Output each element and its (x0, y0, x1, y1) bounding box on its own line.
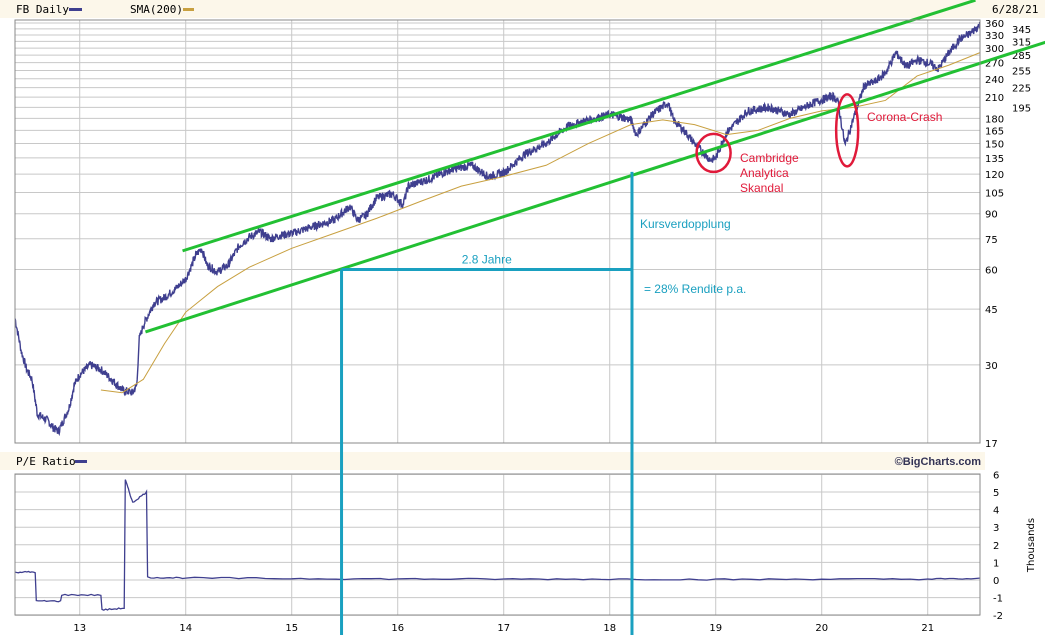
channel-upper-trendline (182, 0, 976, 253)
x-tick-label: 15 (285, 623, 298, 634)
price-tick-label: 315 (1012, 37, 1031, 48)
sma-line (100, 52, 980, 394)
pe-grid: 6 5 4 3 2 1 0 -1 -2 (15, 470, 1003, 622)
pe-label: P/E Ratio (16, 455, 76, 468)
duration-label: 2.8 Jahre (462, 253, 512, 267)
x-tick-label: 20 (815, 623, 828, 634)
price-tick-label: 225 (1012, 84, 1031, 95)
pe-tick-label: -1 (993, 594, 1003, 605)
doubling-label: Kursverdopplung (640, 217, 731, 231)
event-label: Analytica (740, 166, 789, 180)
pe-header-bar (0, 452, 985, 470)
price-tick-label: 60 (985, 266, 998, 277)
price-tick-label: 90 (985, 210, 998, 221)
price-tick-label: 330 (985, 31, 1004, 42)
x-tick-label: 17 (497, 623, 510, 634)
pe-line (14, 479, 980, 611)
x-axis: 13 14 15 16 17 18 19 20 21 (73, 623, 934, 634)
price-tick-label: 195 (1012, 103, 1031, 114)
sma-legend-swatch (183, 8, 194, 11)
event-circle (834, 93, 860, 168)
sma-label: SMA(200) (130, 3, 183, 16)
price-header-bar (0, 0, 1045, 18)
event-label: Cambridge (740, 151, 799, 165)
x-tick-label: 21 (921, 623, 934, 634)
price-tick-label: 300 (985, 44, 1004, 55)
event-label: Corona-Crash (867, 110, 942, 124)
pe-tick-label: 6 (993, 470, 999, 481)
return-label: = 28% Rendite p.a. (644, 282, 746, 296)
price-tick-label: 345 (1012, 25, 1031, 36)
price-tick-label: 17 (985, 439, 998, 450)
pe-tick-label: 2 (993, 541, 999, 552)
price-legend-swatch (69, 8, 82, 11)
event-label: Skandal (740, 181, 783, 195)
x-tick-label: 19 (709, 623, 722, 634)
price-tick-label: 105 (985, 189, 1004, 200)
x-tick-label: 16 (391, 623, 404, 634)
pe-tick-label: 1 (993, 558, 999, 569)
pe-tick-label: 3 (993, 523, 999, 534)
symbol-label: FB Daily (16, 3, 69, 16)
price-tick-label: 180 (985, 114, 1004, 125)
pe-tick-label: 4 (993, 506, 999, 517)
pe-series (14, 479, 980, 611)
price-tick-label: 75 (985, 235, 998, 246)
brand-label: ©BigCharts.com (895, 456, 982, 468)
price-tick-label: 135 (985, 154, 1004, 165)
price-series (14, 0, 1045, 437)
channel-lower-trendline (144, 40, 1045, 334)
pe-legend-swatch (75, 460, 87, 463)
price-tick-label: 285 (1012, 51, 1031, 62)
price-tick-label: 255 (1012, 66, 1031, 77)
price-tick-label: 240 (985, 75, 1004, 86)
pe-tick-label: 0 (993, 576, 999, 587)
doubling-lines (340, 171, 634, 635)
chart-date: 6/28/21 (992, 3, 1038, 16)
x-tick-label: 18 (603, 623, 616, 634)
price-frame (14, 19, 981, 444)
price-tick-label: 270 (985, 59, 1004, 70)
price-tick-label: 360 (985, 19, 1004, 30)
pe-tick-label: -2 (993, 611, 1003, 622)
price-grid: 3603453303153002852702552402252101951801… (15, 19, 1031, 450)
x-tick-label: 14 (179, 623, 192, 634)
price-tick-label: 45 (985, 305, 998, 316)
price-tick-label: 150 (985, 139, 1004, 150)
price-line (14, 21, 981, 437)
pe-axis-label: Thousands (1026, 518, 1037, 573)
pe-tick-label: 5 (993, 488, 999, 499)
pe-frame (14, 473, 981, 616)
price-tick-label: 210 (985, 93, 1004, 104)
price-tick-label: 165 (985, 126, 1004, 137)
event-circle (695, 132, 732, 174)
x-tick-label: 13 (73, 623, 86, 634)
price-tick-label: 30 (985, 361, 998, 372)
price-tick-label: 120 (985, 170, 1004, 181)
annotations: 2.8 Jahre Kursverdopplung = 28% Rendite … (462, 93, 942, 296)
